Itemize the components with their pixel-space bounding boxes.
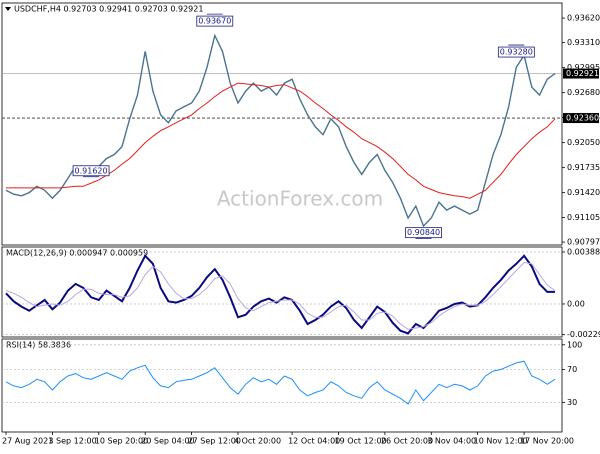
y-tick-label: 0.92050	[567, 138, 600, 147]
x-tick-label: 3 Sep 12:00	[48, 437, 96, 446]
y-tick-label: 0.93620	[567, 14, 600, 23]
annotation-box	[497, 46, 535, 58]
macd-title: MACD(12,26,9) 0.000947 0.000959	[6, 249, 148, 258]
x-tick-label: 17 Nov 20:00	[520, 437, 574, 446]
x-tick-label: 3 Nov 04:00	[427, 437, 476, 446]
x-tick-label: 12 Oct 04:00	[288, 437, 340, 446]
y-tick-label: 70	[567, 365, 577, 374]
annotation-box	[72, 165, 110, 177]
x-tick-label: 26 Oct 20:00	[381, 437, 433, 446]
x-tick-label: 10 Sep 20:00	[95, 437, 148, 446]
x-tick-label: 27 Aug 2021	[2, 437, 53, 446]
y-tick-label: 100	[567, 340, 582, 349]
price-panel	[1, 2, 563, 246]
series-line	[5, 360, 556, 405]
series-line	[6, 82, 556, 199]
annotation-label: 0.91620	[75, 166, 108, 175]
annotation-label: 0.93670	[198, 17, 231, 26]
macd-panel	[1, 246, 563, 338]
series-line	[5, 261, 556, 330]
y-tick-label: -0.002294	[567, 330, 600, 339]
y-tick-label: 0.90797	[567, 238, 600, 247]
y-tick-label: 0.92995	[567, 63, 600, 72]
price-level-tag	[563, 113, 599, 124]
watermark: ActionForex.com	[217, 187, 383, 211]
y-tick-label: 30	[567, 398, 577, 407]
y-tick-label: 0.92680	[567, 88, 600, 97]
y-tick-label: 0.93310	[567, 38, 600, 47]
y-tick-label: 0.91105	[567, 213, 600, 222]
annotation-label: 0.90840	[407, 228, 440, 237]
annotation-label: 0.93280	[500, 48, 533, 57]
title-arrow	[5, 7, 11, 11]
chart-title: USDCHF,H4 0.92703 0.92941 0.92703 0.9292…	[14, 5, 203, 14]
price-level-tag	[563, 68, 599, 79]
x-tick-label: 27 Sep 12:00	[188, 437, 241, 446]
y-tick-label: 0.91735	[567, 163, 600, 172]
y-tick-label: 0.003887	[567, 247, 600, 256]
x-tick-label: 19 Oct 12:00	[334, 437, 386, 446]
x-tick-label: 4 Oct 20:00	[234, 437, 281, 446]
x-tick-label: 10 Nov 12:00	[474, 437, 528, 446]
y-tick-label: 0.00	[567, 299, 585, 308]
y-tick-label: 0.91420	[567, 188, 600, 197]
series-line	[5, 254, 555, 335]
x-tick-label: 20 Sep 04:00	[141, 437, 194, 446]
price-level-label: 0.92921	[566, 69, 599, 78]
annotation-box	[405, 227, 442, 239]
price-level-label: 0.92360	[566, 114, 599, 123]
annotation-box	[196, 15, 234, 27]
rsi-panel	[1, 338, 563, 433]
